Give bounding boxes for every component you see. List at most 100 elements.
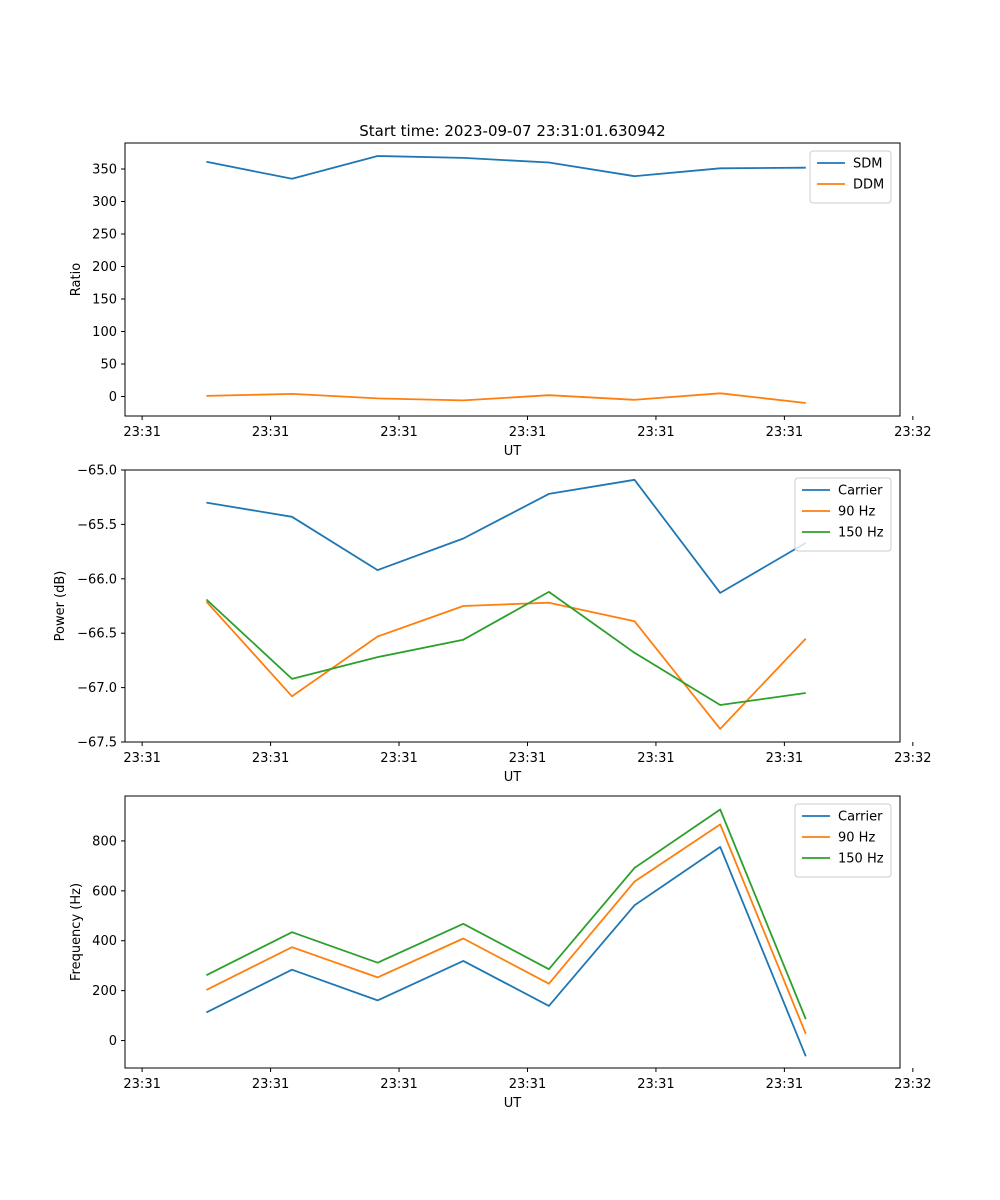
y-tick-label: 0	[109, 1034, 117, 1049]
data-point	[461, 156, 465, 160]
figure-title: Start time: 2023-09-07 23:31:01.630942	[359, 122, 665, 140]
series-line-ddm	[206, 392, 806, 404]
data-point	[804, 637, 808, 641]
subplot-1: 23:31 23:31 23:31 23:31 23:31 23:31 23:32 0 50 10…	[69, 142, 932, 459]
data-point	[633, 174, 637, 178]
y-tick-label: 400	[92, 934, 117, 949]
legend: SDM DDM	[809, 150, 892, 204]
x-tick-label: 23:31	[637, 1077, 674, 1092]
legend-label: DDM	[853, 178, 884, 193]
data-point	[461, 604, 465, 608]
data-point	[204, 394, 208, 398]
x-tick-label: 23:31	[252, 1077, 289, 1092]
legend-label: SDM	[853, 157, 882, 172]
x-tick-label: 23:31	[380, 751, 417, 766]
data-point	[376, 655, 380, 659]
y-tick-label: −67.0	[77, 681, 117, 696]
data-point	[547, 492, 551, 496]
legend-label: 90 Hz	[838, 505, 875, 520]
data-point	[547, 393, 551, 397]
data-point	[718, 822, 722, 826]
data-point	[804, 1054, 808, 1058]
y-tick-label: 100	[92, 325, 117, 340]
x-tick-label: 23:31	[509, 425, 546, 440]
y-tick-label: 200	[92, 984, 117, 999]
x-tick-label: 23:31	[766, 425, 803, 440]
data-point	[376, 975, 380, 979]
y-tick-label: 800	[92, 834, 117, 849]
data-point	[204, 988, 208, 992]
legend-label: Carrier	[838, 484, 883, 499]
data-point	[290, 945, 294, 949]
data-point	[718, 807, 722, 811]
series-line-150-hz	[205, 808, 807, 1020]
y-tick-label: −65.5	[77, 518, 117, 533]
data-point	[461, 398, 465, 402]
x-tick-label: 23:31	[380, 425, 417, 440]
legend: Carrier 90 Hz 150 Hz	[794, 803, 892, 878]
data-point	[290, 694, 294, 698]
data-point	[547, 601, 551, 605]
data-point	[718, 727, 722, 731]
y-tick-label: −66.0	[77, 572, 117, 587]
y-axis-label: Ratio	[69, 263, 84, 296]
plot-frame	[124, 469, 901, 743]
x-tick-label: 23:32	[894, 425, 931, 440]
y-tick-label: −67.5	[77, 736, 117, 751]
data-point	[718, 591, 722, 595]
legend-label: Carrier	[838, 810, 883, 825]
data-point	[290, 968, 294, 972]
y-tick-label: 200	[92, 260, 117, 275]
data-point	[204, 1010, 208, 1014]
y-tick-label: −65.0	[77, 464, 117, 479]
x-tick-label: 23:32	[894, 751, 931, 766]
data-point	[461, 537, 465, 541]
x-tick-label: 23:31	[252, 751, 289, 766]
data-point	[204, 160, 208, 164]
x-tick-label: 23:31	[637, 751, 674, 766]
series-line-carrier	[206, 478, 807, 594]
data-point	[376, 396, 380, 400]
y-tick-label: 50	[100, 358, 117, 373]
data-point	[804, 1017, 808, 1021]
y-axis-label: Frequency (Hz)	[69, 883, 84, 981]
x-tick-label: 23:31	[123, 751, 160, 766]
data-point	[461, 959, 465, 963]
subplot-3: 23:31 23:31 23:31 23:31 23:31 23:31 23:32 0 200 4…	[69, 795, 932, 1111]
data-point	[547, 161, 551, 165]
data-point	[376, 568, 380, 572]
x-tick-label: 23:31	[766, 1077, 803, 1092]
x-tick-label: 23:32	[894, 1077, 931, 1092]
x-tick-label: 23:31	[509, 1077, 546, 1092]
legend-label: 150 Hz	[838, 852, 884, 867]
data-point	[376, 998, 380, 1002]
data-point	[804, 1032, 808, 1036]
data-point	[718, 391, 722, 395]
series-line-90-hz	[205, 823, 807, 1035]
y-axis-label: Power (dB)	[53, 571, 68, 642]
plot-frame	[124, 142, 901, 417]
data-point	[204, 973, 208, 977]
legend: Carrier 90 Hz 150 Hz	[794, 477, 892, 552]
x-axis-label: UT	[504, 770, 522, 785]
data-point	[547, 982, 551, 986]
x-tick-label: 23:31	[509, 751, 546, 766]
x-tick-label: 23:31	[766, 751, 803, 766]
series-line-carrier	[205, 846, 807, 1057]
data-point	[547, 590, 551, 594]
y-tick-label: 250	[92, 228, 117, 243]
legend-label: 90 Hz	[838, 831, 875, 846]
y-tick-label: 150	[92, 293, 117, 308]
data-point	[633, 478, 637, 482]
data-point	[633, 903, 637, 907]
data-point	[290, 677, 294, 681]
data-point	[547, 1004, 551, 1008]
data-point	[204, 597, 208, 601]
data-point	[547, 967, 551, 971]
data-point	[718, 703, 722, 707]
data-point	[461, 638, 465, 642]
data-point	[461, 936, 465, 940]
y-tick-label: 600	[92, 884, 117, 899]
series-line-90-hz	[205, 600, 807, 730]
